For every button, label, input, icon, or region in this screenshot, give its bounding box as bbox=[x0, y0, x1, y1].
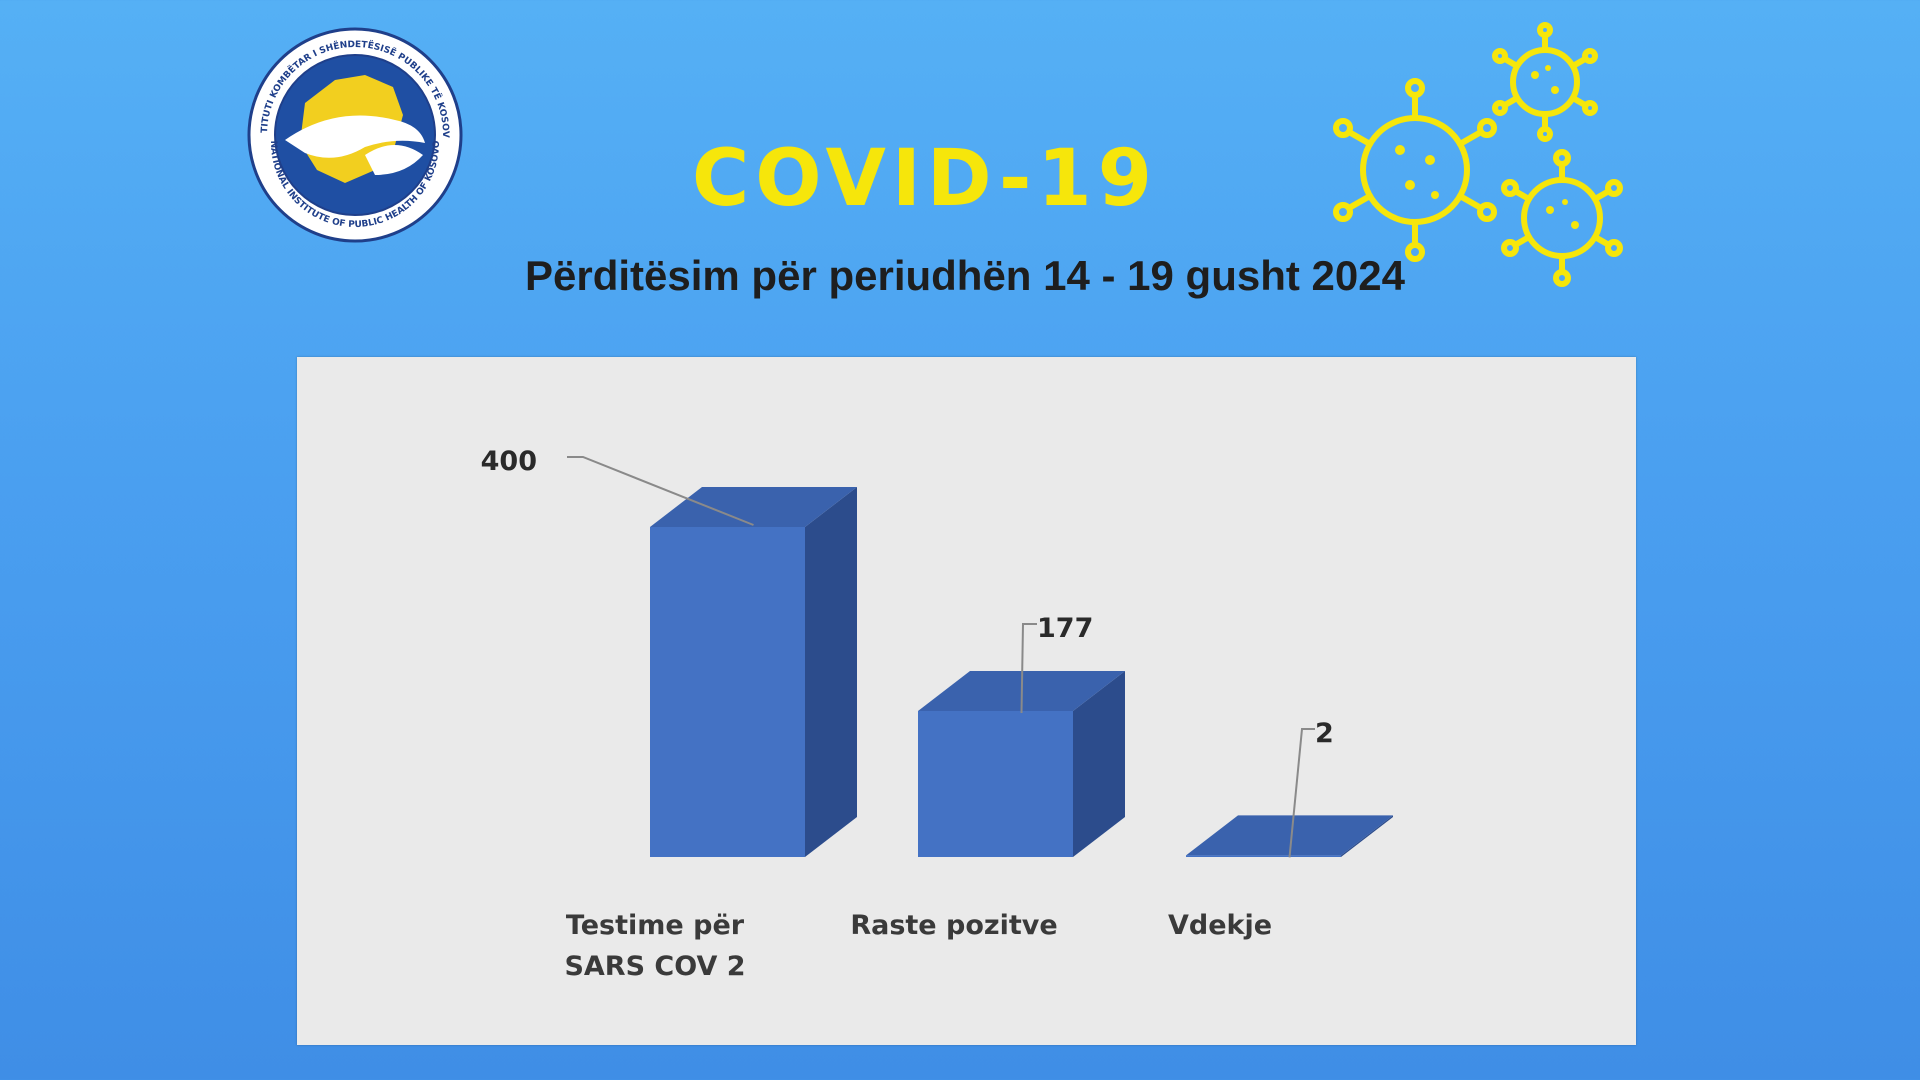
bar bbox=[1186, 855, 1341, 857]
leader-line bbox=[567, 456, 754, 526]
virus-icon bbox=[1501, 149, 1623, 287]
virus-icon bbox=[1492, 22, 1598, 142]
category-label: Vdekje bbox=[1167, 910, 1273, 941]
institute-logo: INSTITUTI KOMBËTAR I SHËNDETËSISË PUBLIK… bbox=[245, 25, 463, 243]
data-label: 400 bbox=[481, 446, 537, 477]
bar-top bbox=[1186, 815, 1393, 856]
leader-line bbox=[1288, 728, 1315, 858]
bar-side bbox=[1341, 815, 1393, 857]
bar-chart: 400 177 2 bbox=[481, 446, 1393, 858]
bar bbox=[918, 710, 1073, 857]
category-label: Testime për SARS COV 2 bbox=[564, 910, 746, 982]
bar-top bbox=[650, 487, 857, 527]
bar-side bbox=[805, 487, 857, 857]
virus-icons bbox=[1333, 22, 1623, 287]
leader-line bbox=[1020, 623, 1037, 713]
page-subtitle: Përditësim për periudhën 14 - 19 gusht 2… bbox=[525, 252, 1405, 299]
category-label: Raste pozitve bbox=[850, 910, 1058, 941]
virus-icon bbox=[1333, 78, 1497, 262]
page-title: COVID-19 bbox=[692, 134, 1158, 224]
data-label: 2 bbox=[1315, 718, 1334, 749]
data-label: 177 bbox=[1037, 613, 1093, 644]
bar-side bbox=[1073, 670, 1125, 857]
bar bbox=[650, 527, 805, 857]
chart-panel: 400 177 2 Testime për SARS COV 2 Raste poz… bbox=[297, 357, 1636, 1045]
